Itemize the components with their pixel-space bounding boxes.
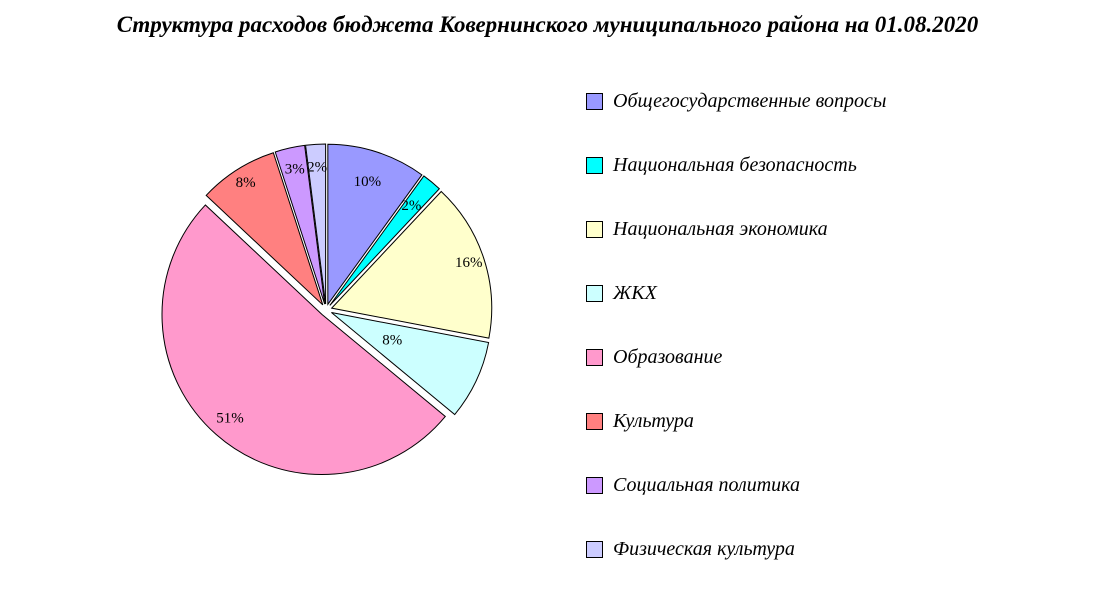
legend-label: ЖКХ — [613, 281, 657, 304]
pie-slice-7 — [305, 143, 327, 305]
chart-title: Структура расходов бюджета Ковернинского… — [116, 12, 979, 37]
legend-label: Культура — [613, 409, 694, 432]
legend-label: Общегосударственные вопросы — [613, 89, 887, 112]
legend: Общегосударственные вопросы Национальная … — [586, 90, 886, 595]
pie-slice-label: 16% — [455, 255, 483, 271]
pie-slice-label: 8% — [382, 333, 402, 349]
pie-slice-label: 3% — [285, 161, 305, 177]
legend-item: Социальная политика — [586, 474, 886, 496]
pie-slice-4 — [161, 204, 447, 475]
pie-slice-5 — [205, 152, 324, 306]
legend-swatch-icon — [586, 348, 603, 366]
legend-swatch-icon — [586, 92, 603, 110]
pie-slice-2 — [330, 190, 493, 339]
pie-slice-label: 2% — [401, 198, 421, 214]
legend-swatch-icon — [586, 284, 603, 302]
legend-item: Культура — [586, 410, 886, 432]
legend-item: Физическая культура — [586, 538, 886, 560]
legend-item: Образование — [586, 346, 886, 368]
pie-slice-label: 8% — [236, 175, 256, 191]
pie-slice-3 — [331, 312, 490, 416]
legend-swatch-icon — [586, 540, 603, 558]
legend-item: Национальная безопасность — [586, 154, 886, 176]
pie-slice-0 — [327, 143, 423, 306]
pie-slice-6 — [274, 144, 326, 305]
legend-label: Социальная политика — [613, 473, 801, 496]
legend-swatch-icon — [586, 412, 603, 430]
legend-label: Национальная экономика — [613, 217, 828, 240]
legend-swatch-icon — [586, 156, 603, 174]
pie-slice-1 — [329, 175, 441, 306]
legend-swatch-icon — [586, 476, 603, 494]
legend-item: ЖКХ — [586, 282, 886, 304]
legend-swatch-icon — [586, 220, 603, 238]
legend-label: Образование — [613, 345, 723, 368]
legend-label: Национальная безопасность — [613, 153, 857, 176]
pie-slice-label: 10% — [354, 174, 382, 190]
pie-slice-label: 2% — [307, 160, 327, 176]
legend-item: Национальная экономика — [586, 218, 886, 240]
pie-slice-label: 51% — [216, 410, 244, 426]
legend-item: Общегосударственные вопросы — [586, 90, 886, 112]
legend-label: Физическая культура — [613, 537, 795, 560]
